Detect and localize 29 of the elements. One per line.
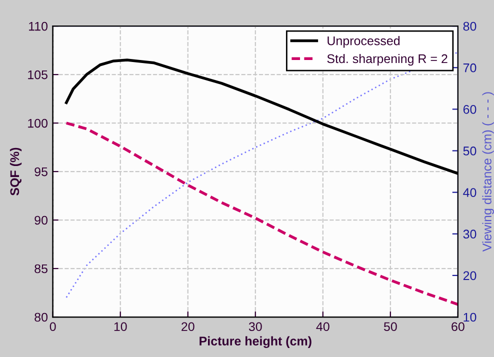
y2-tick-label: 40: [463, 188, 476, 197]
legend-label: Unprocessed: [328, 36, 400, 48]
y-tick-label: 105: [28, 70, 48, 80]
y2-tick-label: 50: [463, 146, 476, 156]
y-tick-label: 80: [34, 312, 48, 322]
y-axis-title: SQF (%): [10, 148, 22, 196]
y2-axis-title: Viewing distance (cm) ( - - - ): [482, 92, 494, 252]
y2-tick-label: 10: [464, 312, 476, 322]
y-tick-label: 90: [34, 216, 48, 225]
y-tick-label: 100: [28, 118, 48, 128]
line-series: [66, 52, 458, 298]
y2-tick-label: 30: [463, 230, 476, 239]
legend-label: Std. sharpening R = 2: [327, 54, 448, 66]
x-tick-label: 30: [248, 322, 262, 332]
x-tick-label: 50: [384, 322, 397, 332]
y2-tick-label: 20: [463, 271, 476, 280]
x-tick-label: 10: [114, 322, 127, 332]
y-tick-label: 95: [34, 167, 48, 176]
x-axis-title: Picture height (cm): [200, 336, 312, 348]
y-tick-label: 85: [34, 264, 48, 274]
x-tick-label: 60: [452, 322, 464, 332]
y-tick-label: 110: [29, 22, 48, 31]
x-tick-label: 40: [316, 322, 330, 332]
y2-tick-label: 60: [463, 104, 476, 114]
x-tick-label: 0: [50, 322, 56, 332]
y2-tick-label: 80: [463, 22, 476, 31]
y2-tick-label: 70: [463, 63, 476, 72]
line-series: [64, 122, 458, 306]
x-tick-label: 20: [182, 322, 194, 332]
